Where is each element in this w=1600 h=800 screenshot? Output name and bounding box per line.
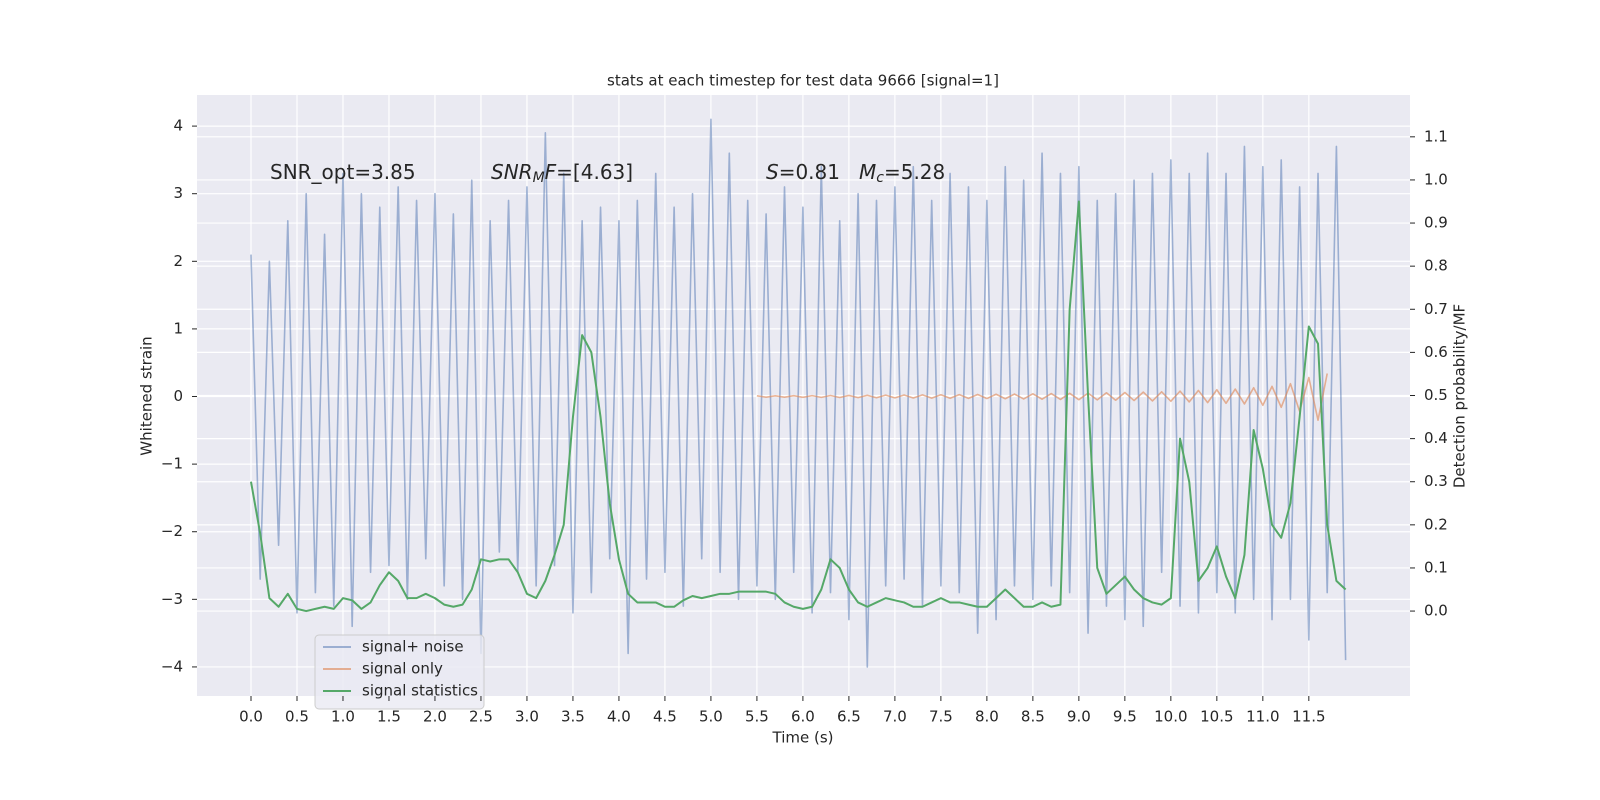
- y2-tick-label: 0.0: [1424, 602, 1448, 620]
- y-tick-label: −2: [161, 522, 183, 540]
- x-tick-label: 1.0: [331, 708, 355, 726]
- y2-tick-label: 0.6: [1424, 343, 1448, 361]
- x-tick-label: 8.5: [1021, 708, 1045, 726]
- y-tick-label: 1: [173, 319, 183, 337]
- y-tick-label: −4: [161, 657, 183, 675]
- y2-tick-label: 0.8: [1424, 257, 1448, 275]
- annotation-part: M: [533, 170, 545, 186]
- annotations: SNR_opt=3.85 SNRMF=[4.63] S=0.81 Mc=5.28: [270, 160, 945, 187]
- series-line: [250, 118, 1347, 668]
- x-tick-label: 6.0: [791, 708, 815, 726]
- y-tick-label: 3: [173, 184, 183, 202]
- x-tick-label: 5.0: [699, 708, 723, 726]
- annotation-part: S: [766, 160, 779, 184]
- legend-box: [314, 634, 485, 710]
- x-tick-label: 11.5: [1292, 708, 1325, 726]
- legend: signal+ noise signal only signal statistic…: [314, 634, 485, 710]
- y2-tick-label: 0.4: [1424, 429, 1448, 447]
- x-tick-label: 4.5: [653, 708, 677, 726]
- legend-label: signal only: [362, 660, 443, 678]
- annotation-part: =[4.63]: [556, 160, 633, 184]
- x-tick-label: 9.0: [1067, 708, 1091, 726]
- x-tick-label: 6.5: [837, 708, 861, 726]
- y-tick-label: 0: [173, 387, 183, 405]
- y2-tick-label: 0.9: [1424, 214, 1448, 232]
- legend-label: signal+ noise: [362, 638, 464, 656]
- x-tick-label: 0.0: [239, 708, 263, 726]
- y-tick-label: −1: [161, 455, 183, 473]
- x-tick-label: 0.5: [285, 708, 309, 726]
- annotation-part: SNR_opt=3.85: [270, 160, 416, 184]
- y2-tick-label: 1.0: [1424, 170, 1448, 188]
- legend-label: signal statistics: [362, 682, 478, 700]
- x-tick-label: 3.0: [515, 708, 539, 726]
- annotation: S=0.81: [766, 160, 840, 184]
- annotation-part: M: [859, 160, 876, 184]
- y-axis-label: Whitened strain: [138, 336, 156, 455]
- series-line: [250, 200, 1347, 613]
- x-tick-label: 11.0: [1246, 708, 1279, 726]
- x-tick-label: 1.5: [377, 708, 401, 726]
- x-tick-label: 5.5: [745, 708, 769, 726]
- marks: [250, 118, 1347, 668]
- y2-tick-label: 1.1: [1424, 127, 1448, 145]
- x-tick-label: 3.5: [561, 708, 585, 726]
- chart-title: stats at each timestep for test data 966…: [607, 72, 999, 90]
- x-tick-label: 2.5: [469, 708, 493, 726]
- x-tick-label: 9.5: [1113, 708, 1137, 726]
- x-tick-label: 10.0: [1154, 708, 1187, 726]
- x-tick-label: 7.0: [883, 708, 907, 726]
- annotation: SNR_opt=3.85: [270, 160, 416, 184]
- annotation-part: SNR: [491, 160, 533, 184]
- y2-axis-label: Detection probability/MF: [1451, 304, 1469, 488]
- annotation: SNRMF=[4.63]: [491, 160, 633, 187]
- x-tick-label: 7.5: [929, 708, 953, 726]
- series-line: [756, 373, 1328, 421]
- y-tick-label: 4: [173, 117, 183, 135]
- y2-tick-label: 0.3: [1424, 472, 1448, 490]
- y2-tick-label: 0.5: [1424, 386, 1448, 404]
- x-tick-label: 8.0: [975, 708, 999, 726]
- x-tick-label: 2.0: [423, 708, 447, 726]
- y2-tick-label: 0.2: [1424, 515, 1448, 533]
- annotation: Mc=5.28: [859, 160, 945, 187]
- x-tick-label: 4.0: [607, 708, 631, 726]
- x-tick-label: 10.5: [1200, 708, 1233, 726]
- annotation-part: F: [545, 160, 557, 184]
- annotation-part: =5.28: [884, 160, 945, 184]
- y-tick-label: 2: [173, 252, 183, 270]
- annotation-part: =0.81: [779, 160, 840, 184]
- x-axis-label: Time (s): [772, 729, 834, 747]
- y-tick-label: −3: [161, 590, 183, 608]
- annotation-part: c: [876, 170, 884, 186]
- y2-tick-label: 0.1: [1424, 558, 1448, 576]
- y2-tick-label: 0.7: [1424, 300, 1448, 318]
